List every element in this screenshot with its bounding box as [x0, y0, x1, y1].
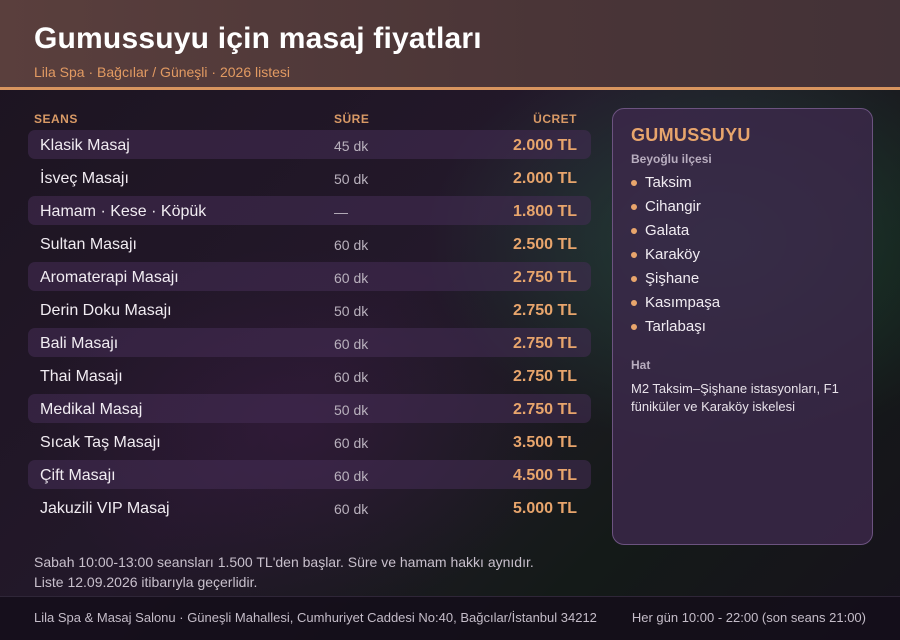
page-header: Gumussuyu için masaj fiyatları Lila Spa …: [0, 0, 900, 90]
session-price: 1.800 TL: [512, 203, 577, 220]
table-row: Aromaterapi Masajı 60 dk 2.750 TL: [28, 262, 591, 291]
session-name: Medikal Masaj: [40, 401, 143, 418]
neighborhood-name: Karaköy: [645, 246, 701, 263]
session-price: 2.750 TL: [512, 368, 577, 385]
session-price: 2.000 TL: [512, 170, 577, 187]
list-item: Galata: [631, 222, 854, 246]
table-row: Bali Masajı 60 dk 2.750 TL: [28, 328, 591, 357]
bullet-dot-icon: [631, 204, 637, 210]
neighborhood-name: Cihangir: [645, 198, 701, 215]
table-row: Hamam · Kese · Köpük — 1.800 TL: [28, 196, 591, 225]
session-name: Sıcak Taş Masajı: [40, 434, 161, 451]
transit-label: Hat: [631, 358, 651, 372]
session-duration: 60 dk: [334, 237, 369, 253]
session-duration: 60 dk: [334, 501, 369, 517]
session-duration: 45 dk: [334, 138, 369, 154]
session-name: Derin Doku Masajı: [40, 302, 172, 319]
session-duration: 60 dk: [334, 336, 369, 352]
table-row: Çift Masajı 60 dk 4.500 TL: [28, 460, 591, 489]
list-item: Şişhane: [631, 270, 854, 294]
bullet-dot-icon: [631, 180, 637, 186]
neighborhood-name: Galata: [645, 222, 690, 239]
price-note: Sabah 10:00-13:00 seansları 1.500 TL'den…: [34, 552, 594, 592]
bullet-dot-icon: [631, 228, 637, 234]
page-footer: Lila Spa & Masaj Salonu · Güneşli Mahall…: [0, 596, 900, 640]
session-price: 2.000 TL: [512, 137, 577, 154]
table-row: Klasik Masaj 45 dk 2.000 TL: [28, 130, 591, 159]
list-item: Karaköy: [631, 246, 854, 270]
session-name: Bali Masajı: [40, 335, 119, 352]
session-name: İsveç Masajı: [40, 170, 129, 187]
session-name: Hamam · Kese · Köpük: [40, 203, 207, 220]
session-price: 2.500 TL: [512, 236, 577, 253]
table-body: Klasik Masaj 45 dk 2.000 TL İsveç Masajı 50 …: [28, 130, 591, 522]
column-header-session: SEANS: [34, 112, 78, 126]
session-price: 2.750 TL: [512, 401, 577, 418]
session-price: 5.000 TL: [512, 500, 577, 517]
list-item: Tarlabaşı: [631, 318, 854, 342]
session-duration: 60 dk: [334, 369, 369, 385]
session-duration: 50 dk: [334, 171, 369, 187]
page-title: Gumussuyu için masaj fiyatları: [34, 22, 482, 55]
table-row: İsveç Masajı 50 dk 2.000 TL: [28, 163, 591, 192]
session-duration: 50 dk: [334, 303, 369, 319]
session-duration: 60 dk: [334, 435, 369, 451]
column-header-price: ÜCRET: [533, 112, 577, 126]
session-name: Klasik Masaj: [40, 137, 130, 154]
transit-text: M2 Taksim–Şişhane istasyonları, F1 fünik…: [631, 381, 839, 414]
session-price: 2.750 TL: [512, 335, 577, 352]
price-table: SEANS SÜRE ÜCRET Klasik Masaj 45 dk 2.000 …: [28, 108, 591, 526]
session-name: Çift Masajı: [40, 467, 116, 484]
session-price: 2.750 TL: [512, 302, 577, 319]
note-line-1: Sabah 10:00-13:00 seansları 1.500 TL'den…: [34, 554, 534, 570]
neighborhood-name: Şişhane: [645, 270, 700, 287]
session-name: Aromaterapi Masajı: [40, 269, 179, 286]
footer-hours: Her gün 10:00 - 22:00 (son seans 21:00): [631, 610, 866, 625]
table-row: Thai Masajı 60 dk 2.750 TL: [28, 361, 591, 390]
session-price: 4.500 TL: [512, 467, 577, 484]
session-name: Sultan Masajı: [40, 236, 137, 253]
session-duration: 60 dk: [334, 468, 369, 484]
list-item: Kasımpaşa: [631, 294, 854, 318]
session-name: Jakuzili VIP Masaj: [40, 500, 170, 517]
page-subtitle: Lila Spa · Bağcılar / Güneşli · 2026 lis…: [34, 64, 291, 80]
session-duration: 60 dk: [334, 270, 369, 286]
neighborhood-name: Taksim: [645, 174, 692, 191]
list-item: Taksim: [631, 174, 854, 198]
table-row: Sultan Masajı 60 dk 2.500 TL: [28, 229, 591, 258]
bullet-dot-icon: [631, 300, 637, 306]
footer-address: Lila Spa & Masaj Salonu · Güneşli Mahall…: [34, 610, 597, 625]
list-item: Cihangir: [631, 198, 854, 222]
table-row: Sıcak Taş Masajı 60 dk 3.500 TL: [28, 427, 591, 456]
session-price: 3.500 TL: [512, 434, 577, 451]
district-title: GUMUSSUYU: [631, 125, 751, 145]
table-row: Derin Doku Masajı 50 dk 2.750 TL: [28, 295, 591, 324]
session-duration: —: [334, 204, 348, 220]
neighborhood-name: Tarlabaşı: [645, 318, 706, 335]
session-name: Thai Masajı: [40, 368, 123, 385]
table-header: SEANS SÜRE ÜCRET: [28, 108, 591, 130]
bullet-dot-icon: [631, 276, 637, 282]
district-subtitle: Beyoğlu ilçesi: [631, 152, 712, 166]
neighborhood-name: Kasımpaşa: [645, 294, 721, 311]
column-header-duration: SÜRE: [334, 112, 370, 126]
session-duration: 50 dk: [334, 402, 369, 418]
bullet-dot-icon: [631, 252, 637, 258]
table-row: Medikal Masaj 50 dk 2.750 TL: [28, 394, 591, 423]
bullet-dot-icon: [631, 324, 637, 330]
session-price: 2.750 TL: [512, 269, 577, 286]
table-row: Jakuzili VIP Masaj 60 dk 5.000 TL: [28, 493, 591, 522]
district-panel: GUMUSSUYU Beyoğlu ilçesi Taksim Cihangir G…: [612, 108, 873, 545]
neighborhood-list: Taksim Cihangir Galata Karaköy Şişhane Kasımp…: [631, 174, 854, 342]
note-line-2: Liste 12.09.2026 itibarıyla geçerlidir.: [34, 574, 258, 590]
